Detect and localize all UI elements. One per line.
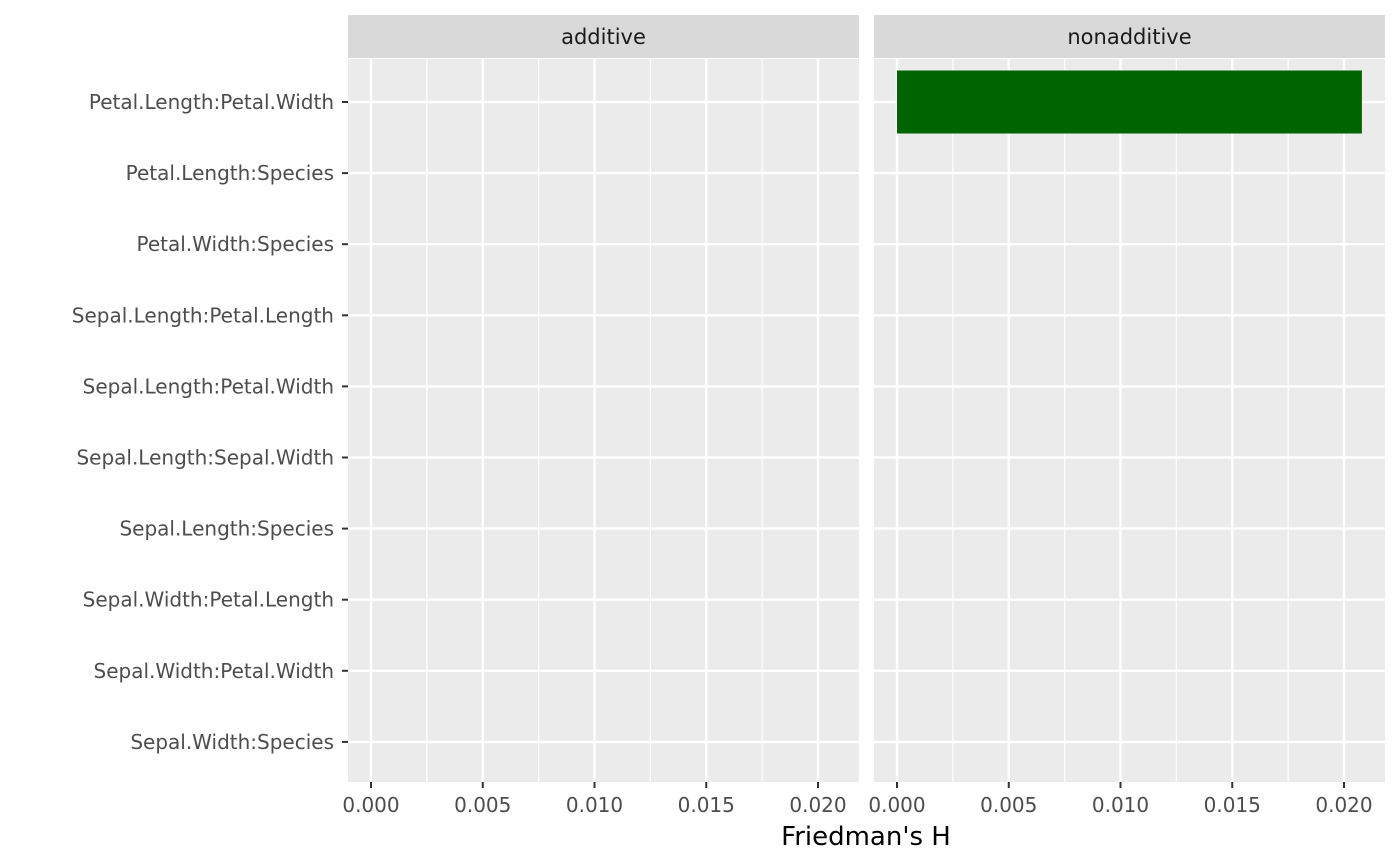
facet-panel-additive: additive 0.000 0.005 0.010 0.015 0.020 (342, 15, 859, 817)
y-tick-label: Sepal.Length:Petal.Length (72, 303, 334, 327)
y-tick-label: Petal.Width:Species (137, 232, 334, 256)
y-tick-label: Sepal.Length:Petal.Width (83, 374, 334, 398)
x-tick-label: 0.000 (868, 793, 925, 817)
y-tick-label: Sepal.Width:Species (130, 730, 334, 754)
facet-strip (874, 15, 1385, 58)
facet-panel-nonadditive: nonadditive 0.000 0.005 0.010 0.015 0.020 (868, 15, 1385, 817)
x-tick-label: 0.000 (342, 793, 399, 817)
x-axis-title: Friedman's H (781, 822, 951, 852)
x-tick-label: 0.010 (566, 793, 623, 817)
facet-strip-label: additive (561, 25, 646, 49)
facet-strip (348, 15, 859, 58)
y-tick-label: Petal.Length:Petal.Width (89, 90, 334, 114)
y-tick-label: Sepal.Length:Species (119, 517, 334, 541)
y-tick-label: Sepal.Width:Petal.Length (83, 588, 334, 612)
x-tick-label: 0.020 (789, 793, 846, 817)
y-tick-label: Sepal.Width:Petal.Width (94, 659, 334, 683)
x-tick-label: 0.005 (454, 793, 511, 817)
y-tick-label: Sepal.Length:Sepal.Width (76, 446, 334, 470)
x-tick-label: 0.010 (1092, 793, 1149, 817)
x-tick-label: 0.005 (980, 793, 1037, 817)
x-tick-label: 0.015 (1204, 793, 1261, 817)
x-tick-label: 0.015 (678, 793, 735, 817)
panel-background (348, 59, 859, 782)
facet-strip-label: nonadditive (1067, 25, 1191, 49)
bar-Petal.Length:Petal.Width (897, 70, 1362, 134)
panel-background (874, 59, 1385, 782)
y-tick-label: Petal.Length:Species (126, 161, 334, 185)
x-tick-label: 0.020 (1315, 793, 1372, 817)
y-axis: Petal.Length:Petal.Width Petal.Length:Spe… (72, 90, 348, 754)
